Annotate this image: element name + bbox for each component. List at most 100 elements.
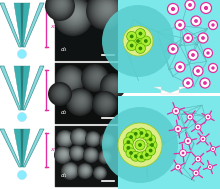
Circle shape [187, 114, 193, 120]
Circle shape [57, 131, 73, 147]
Circle shape [72, 10, 79, 18]
Polygon shape [23, 129, 44, 167]
Circle shape [85, 148, 98, 161]
Circle shape [185, 0, 195, 10]
Circle shape [97, 169, 104, 176]
Circle shape [145, 133, 149, 137]
Circle shape [73, 148, 82, 157]
Circle shape [69, 168, 73, 172]
Text: $x_3$: $x_3$ [50, 23, 58, 31]
Circle shape [82, 167, 89, 174]
Circle shape [104, 76, 123, 95]
Polygon shape [14, 3, 30, 47]
FancyBboxPatch shape [55, 0, 118, 61]
Circle shape [93, 166, 107, 180]
Circle shape [104, 155, 107, 158]
Circle shape [93, 0, 119, 23]
Circle shape [106, 77, 122, 93]
Circle shape [62, 3, 86, 27]
Circle shape [195, 156, 201, 162]
Circle shape [102, 153, 109, 160]
Circle shape [126, 132, 136, 142]
Circle shape [79, 135, 81, 137]
Circle shape [136, 128, 147, 138]
Circle shape [64, 72, 78, 86]
Circle shape [52, 0, 70, 14]
Circle shape [96, 94, 115, 113]
Circle shape [108, 139, 109, 140]
Circle shape [146, 146, 156, 156]
Circle shape [133, 36, 143, 46]
Circle shape [89, 134, 98, 143]
Circle shape [194, 19, 198, 23]
Circle shape [67, 89, 93, 115]
Circle shape [193, 170, 199, 176]
Circle shape [134, 132, 138, 136]
Circle shape [55, 146, 72, 163]
Circle shape [74, 12, 77, 15]
Circle shape [64, 136, 68, 140]
Circle shape [96, 168, 105, 177]
Circle shape [56, 66, 84, 94]
Circle shape [209, 64, 218, 73]
FancyBboxPatch shape [118, 96, 220, 189]
Polygon shape [0, 3, 21, 47]
Circle shape [84, 168, 88, 172]
FancyBboxPatch shape [55, 126, 118, 187]
Circle shape [66, 166, 75, 175]
Circle shape [200, 2, 211, 13]
Circle shape [64, 165, 77, 177]
Circle shape [81, 64, 109, 92]
Circle shape [99, 2, 114, 17]
Circle shape [178, 23, 182, 27]
Circle shape [70, 146, 84, 160]
Circle shape [197, 126, 199, 128]
Circle shape [205, 114, 211, 120]
Circle shape [58, 149, 69, 160]
Circle shape [108, 79, 120, 91]
Circle shape [94, 137, 95, 138]
Circle shape [82, 65, 108, 91]
Circle shape [99, 150, 112, 163]
Circle shape [88, 133, 99, 144]
Circle shape [53, 85, 69, 101]
Circle shape [103, 154, 108, 159]
Circle shape [105, 77, 122, 94]
Circle shape [123, 137, 133, 147]
Circle shape [53, 0, 69, 13]
Circle shape [103, 5, 111, 12]
Circle shape [89, 152, 94, 157]
Circle shape [99, 171, 102, 174]
Circle shape [95, 0, 117, 21]
Circle shape [102, 74, 125, 97]
Circle shape [102, 153, 109, 160]
Circle shape [63, 71, 79, 87]
Circle shape [70, 128, 88, 146]
Circle shape [191, 53, 195, 57]
Circle shape [62, 163, 78, 179]
Circle shape [58, 0, 90, 31]
Circle shape [58, 132, 72, 146]
Circle shape [101, 3, 113, 15]
Circle shape [135, 140, 145, 150]
Circle shape [80, 98, 84, 102]
Circle shape [200, 78, 210, 88]
Circle shape [50, 0, 72, 16]
Circle shape [56, 130, 74, 148]
Circle shape [53, 86, 68, 101]
Circle shape [189, 116, 191, 118]
Circle shape [78, 134, 82, 138]
Polygon shape [23, 3, 44, 47]
Circle shape [191, 16, 201, 26]
Circle shape [18, 112, 26, 122]
Circle shape [95, 74, 99, 78]
Circle shape [64, 153, 65, 154]
Circle shape [81, 166, 90, 175]
FancyBboxPatch shape [118, 0, 220, 93]
Circle shape [74, 149, 81, 156]
Circle shape [84, 168, 88, 172]
Circle shape [89, 0, 122, 27]
Circle shape [88, 0, 123, 29]
Circle shape [76, 150, 80, 154]
Circle shape [62, 70, 80, 88]
